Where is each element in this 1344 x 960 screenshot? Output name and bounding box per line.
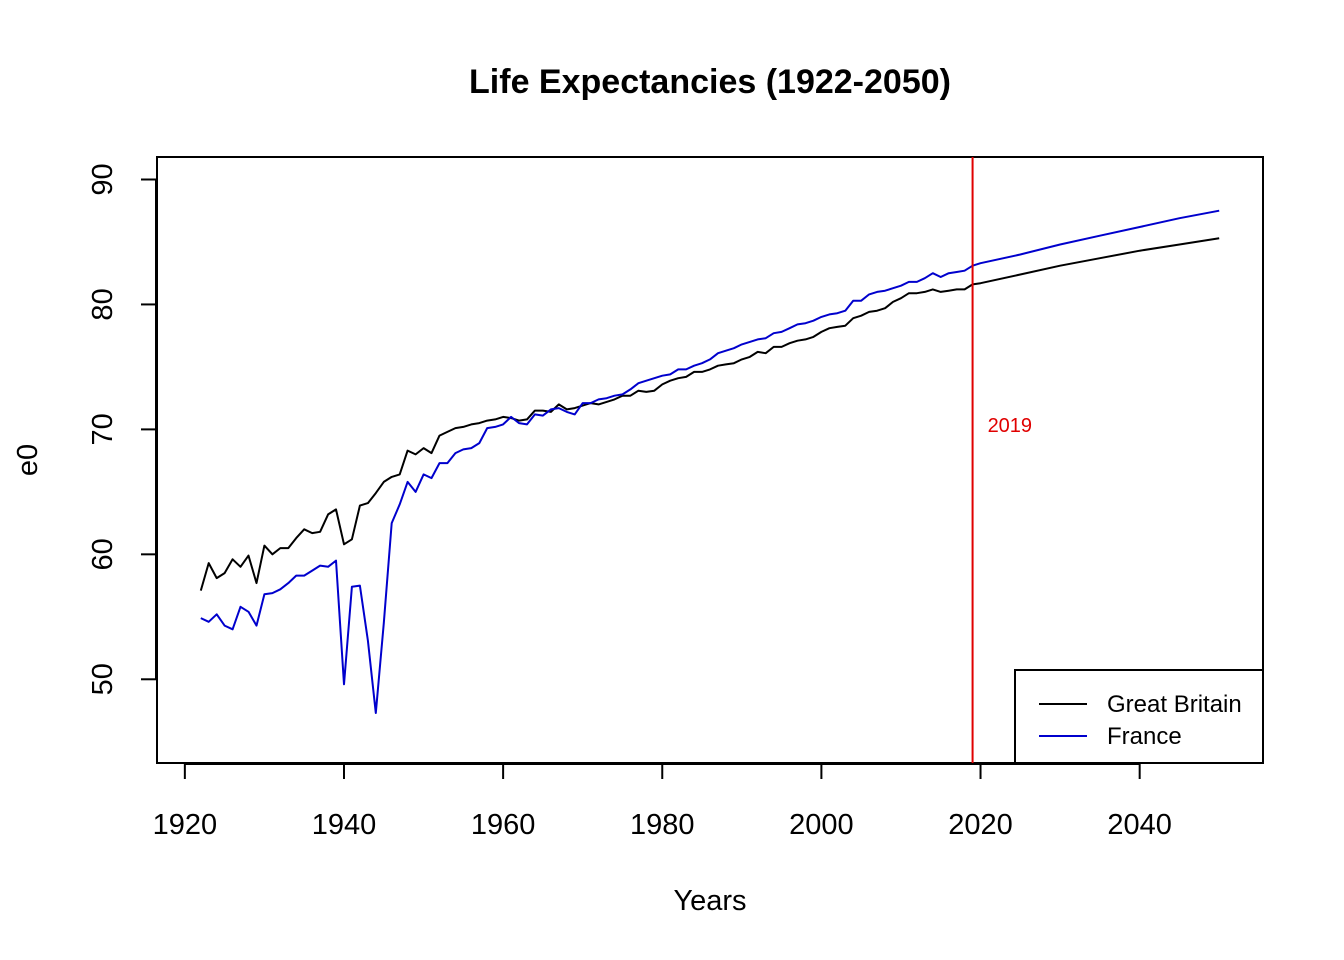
x-tick-label: 2020 — [948, 809, 1013, 841]
y-tick-label: 50 — [87, 663, 119, 695]
y-tick-label: 70 — [87, 413, 119, 445]
legend: Great Britain France — [1014, 669, 1264, 764]
vline-label: 2019 — [988, 415, 1033, 437]
series-layer — [199, 209, 1220, 714]
legend-label-great-britain: Great Britain — [1107, 691, 1242, 718]
y-tick-label: 80 — [87, 288, 119, 320]
x-axis-label: Years — [673, 885, 746, 917]
legend-box — [1014, 669, 1264, 764]
legend-label-france: France — [1107, 723, 1182, 750]
y-axis-label: e0 — [12, 444, 44, 476]
x-tick-label: 1940 — [312, 809, 377, 841]
x-tick-label: 2040 — [1107, 809, 1172, 841]
x-tick-label: 1980 — [630, 809, 695, 841]
y-tick-label: 60 — [87, 538, 119, 570]
x-tick-label: 1960 — [471, 809, 536, 841]
chart-title: Life Expectancies (1922-2050) — [469, 63, 951, 101]
y-axis: 50 60 70 80 90 — [87, 163, 157, 695]
vertical-marker: 2019 — [971, 157, 1033, 763]
y-tick-label: 90 — [87, 163, 119, 195]
series-line-great-britain — [199, 237, 1220, 591]
series-line-france — [200, 209, 1220, 714]
x-axis: 1920 1940 1960 1980 2000 2020 2040 — [153, 763, 1172, 841]
x-tick-label: 2000 — [789, 809, 854, 841]
x-tick-label: 1920 — [153, 809, 218, 841]
